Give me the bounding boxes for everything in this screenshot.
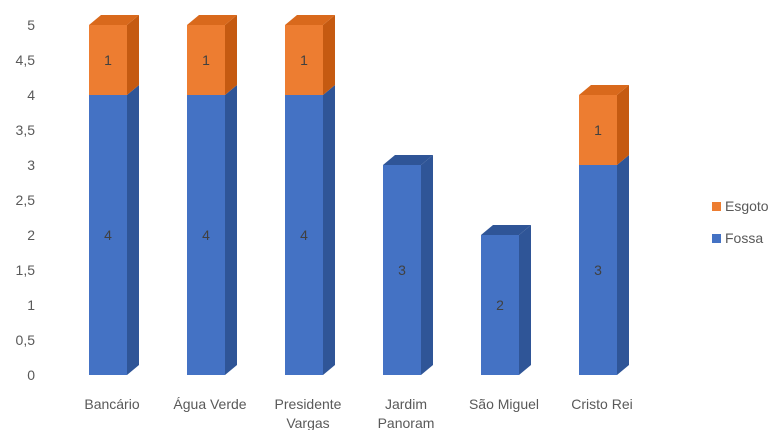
bar-top [383, 155, 433, 165]
data-label: 3 [594, 262, 602, 278]
legend: Esgoto Fossa [712, 190, 769, 254]
bar-side-esgoto [127, 15, 139, 95]
bar-segment-fossa [285, 95, 323, 375]
data-labels: 4 1 4 1 4 1 3 2 3 1 [104, 52, 602, 313]
category-label: Cristo Rei [571, 396, 632, 412]
bar-top [579, 85, 629, 95]
bar-segment-esgoto [89, 25, 127, 95]
bar-side-fossa [421, 155, 433, 375]
y-tick-label: 4 [27, 87, 35, 103]
bar-side-esgoto [617, 85, 629, 165]
bar-segment-fossa [481, 235, 519, 375]
bar-segment-fossa [579, 165, 617, 375]
legend-label-esgoto: Esgoto [725, 198, 769, 214]
data-label: 1 [104, 52, 112, 68]
y-tick-label: 3,5 [16, 122, 36, 138]
data-label: 1 [300, 52, 308, 68]
y-tick-label: 2,5 [16, 192, 36, 208]
legend-label-fossa: Fossa [725, 230, 764, 246]
bar-side-fossa [323, 85, 335, 375]
data-label: 4 [300, 227, 308, 243]
category-label: Bancário [84, 396, 139, 412]
data-label: 2 [496, 297, 504, 313]
bar-segment-esgoto [579, 95, 617, 165]
bar-segment-fossa [383, 165, 421, 375]
category-labels: Bancário Água Verde Presidente Vargas Jardim… [84, 396, 632, 430]
y-tick-label: 0 [27, 367, 35, 383]
y-tick-label: 4,5 [16, 52, 36, 68]
bar-side-esgoto [323, 15, 335, 95]
bar-side-fossa [127, 85, 139, 375]
bar-top [187, 15, 237, 25]
bar-segment-fossa [89, 95, 127, 375]
legend-item-esgoto: Esgoto [712, 190, 769, 222]
bar-side-fossa [519, 225, 531, 375]
data-label: 1 [594, 122, 602, 138]
bar-side-fossa [617, 155, 629, 375]
y-tick-label: 0,5 [16, 332, 36, 348]
y-tick-label: 2 [27, 227, 35, 243]
bars [89, 15, 629, 375]
y-tick-label: 3 [27, 157, 35, 173]
bar-segment-fossa [187, 95, 225, 375]
y-tick-label: 5 [27, 17, 35, 33]
category-label: Presidente Vargas [275, 396, 342, 430]
legend-swatch-fossa [712, 233, 721, 243]
bar-top [89, 15, 139, 25]
bar-top [285, 15, 335, 25]
data-label: 1 [202, 52, 210, 68]
y-tick-label: 1,5 [16, 262, 36, 278]
bar-side-fossa [225, 85, 237, 375]
bar-side-esgoto [225, 15, 237, 95]
bar-segment-esgoto [187, 25, 225, 95]
legend-item-fossa: Fossa [712, 222, 769, 254]
category-label: Água Verde [173, 396, 246, 412]
y-axis-ticks: 0 0,5 1 1,5 2 2,5 3 3,5 4 4,5 5 [16, 17, 36, 383]
data-label: 4 [202, 227, 210, 243]
category-label: Jardim Panoram [378, 396, 435, 430]
bar-top [481, 225, 531, 235]
y-tick-label: 1 [27, 297, 35, 313]
data-label: 4 [104, 227, 112, 243]
category-label: São Miguel [469, 396, 539, 412]
bar-segment-esgoto [285, 25, 323, 95]
legend-swatch-esgoto [712, 201, 721, 211]
data-label: 3 [398, 262, 406, 278]
